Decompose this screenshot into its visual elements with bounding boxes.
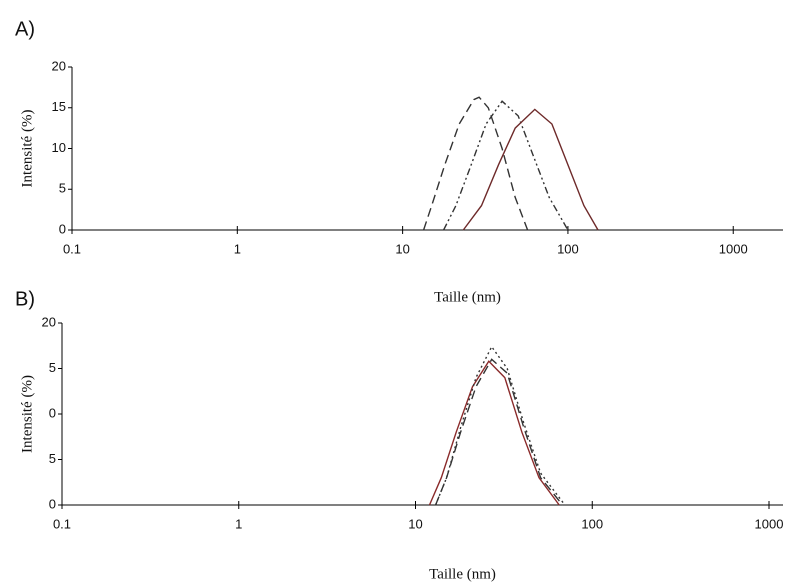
y-tick-label: 0: [59, 221, 66, 236]
x-tick-label: 1000: [755, 516, 784, 531]
x-tick-label: 1000: [719, 241, 748, 256]
x-tick-label: 1: [234, 241, 241, 256]
x-tick-label: 0.1: [53, 516, 71, 531]
y-tick-label: 5: [49, 360, 56, 375]
x-tick-label: 10: [395, 241, 409, 256]
data-line: [422, 96, 529, 231]
panel-title: B): [15, 288, 35, 310]
x-tick-label: 100: [581, 516, 603, 531]
y-tick-label: 20: [52, 58, 66, 73]
data-line: [428, 360, 560, 506]
y-tick-label: 10: [52, 140, 66, 155]
data-line: [442, 100, 569, 231]
y-tick-label: 20: [42, 314, 56, 329]
x-axis-label: Taille (nm): [434, 289, 501, 305]
panel-title: A): [15, 18, 35, 40]
y-tick-label: 5: [59, 181, 66, 196]
x-tick-label: 100: [557, 241, 579, 256]
y-tick-label: 5: [49, 451, 56, 466]
data-line: [462, 108, 599, 231]
y-tick-label: 0: [49, 496, 56, 511]
data-line: [434, 345, 566, 506]
x-tick-label: 10: [408, 516, 422, 531]
y-axis-label: Intensité (%): [19, 375, 35, 453]
y-axis-label: Intensité (%): [19, 110, 35, 188]
x-axis-label: Taille (nm): [429, 566, 496, 582]
y-tick-label: 15: [52, 99, 66, 114]
y-tick-label: 0: [49, 405, 56, 420]
x-tick-label: 0.1: [63, 241, 81, 256]
x-tick-label: 1: [235, 516, 242, 531]
